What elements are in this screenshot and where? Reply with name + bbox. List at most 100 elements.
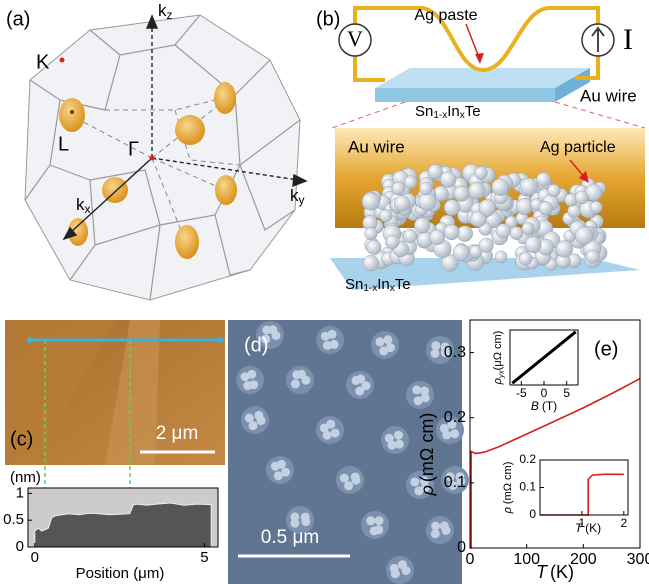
cluster-grain (273, 471, 283, 481)
ag-particle (478, 199, 496, 217)
cluster-grain (412, 385, 422, 395)
plot-area (540, 460, 628, 515)
y-tick-label: 0 (529, 507, 536, 521)
ag-particle (520, 177, 538, 196)
cluster-grain (440, 342, 450, 352)
cluster-grain (243, 381, 253, 391)
cluster-grain (430, 529, 440, 539)
cluster-grain (248, 421, 258, 431)
x-tick-label: 0 (541, 386, 548, 400)
cluster-halo (316, 326, 344, 354)
cluster-grain (414, 486, 424, 496)
ag-particle (589, 200, 603, 214)
instrument-label: V (347, 26, 363, 51)
ag-particle (494, 250, 508, 264)
cluster-grain (350, 472, 360, 482)
line-scan-end (27, 337, 33, 343)
ag-particle (414, 217, 431, 234)
cluster-grain (419, 476, 429, 486)
cluster-grain (355, 386, 365, 396)
plot-frame (27, 487, 219, 548)
ag-particle (574, 226, 594, 245)
cluster-grain (447, 419, 457, 429)
cluster-grain (389, 563, 399, 573)
x-tick-label: -5 (516, 386, 527, 400)
label-part: (K) (585, 521, 601, 535)
data-line (511, 330, 577, 385)
cluster-grain (326, 419, 336, 429)
cluster-grain (439, 521, 449, 531)
ag-particle (379, 209, 393, 223)
label-part: yx (496, 369, 505, 379)
ag-particle (403, 228, 418, 244)
axis-label: kz (158, 1, 173, 22)
y-tick-label: 1 (16, 484, 24, 501)
panel-a: (a) K L Γ kz ky kx (6, 1, 308, 301)
instrument-label: I (623, 23, 633, 56)
clusters (236, 321, 469, 584)
cluster-grain (330, 428, 340, 438)
ag-particle (394, 195, 411, 212)
axis-label: kx (76, 195, 91, 216)
cluster-grain (322, 340, 332, 350)
cluster-grain (448, 481, 458, 491)
sample-top (375, 68, 590, 88)
ag-particle (555, 240, 574, 258)
x-tick-label: 5 (563, 386, 570, 400)
cluster-grain (384, 433, 394, 443)
cluster-grain (247, 369, 257, 379)
cluster-grain (383, 335, 393, 345)
axis-label: ρ (mΩ cm) (417, 413, 437, 497)
axis-label: T (K) (536, 562, 574, 582)
x-tick-label: 5 (200, 549, 208, 566)
pointer-head (475, 53, 484, 64)
label-part: ρ (417, 485, 437, 496)
cluster-grain (431, 521, 441, 531)
label-part: (mΩ cm) (502, 462, 514, 504)
cluster-grain (327, 329, 337, 339)
k-axes (62, 14, 308, 241)
ag-particle (418, 192, 437, 211)
ag-particle (429, 229, 446, 246)
afm-image (228, 320, 462, 584)
ag-particle (491, 178, 510, 196)
cluster-grain (374, 516, 384, 526)
terrace (5, 320, 115, 465)
pointer-head (579, 171, 589, 183)
label-part: (μΩ cm) (492, 331, 504, 371)
x-tick-label: 2 (620, 516, 627, 530)
label-part: ρ (502, 507, 514, 514)
ag-particle (427, 164, 443, 180)
x-tick-label: 100 (513, 551, 540, 568)
cluster-grain (329, 339, 339, 349)
cluster-grain (369, 526, 379, 536)
annotation: Sn1-xInxTe (415, 103, 481, 121)
axis-label: T (K) (575, 521, 601, 535)
annotation: Ag paste (414, 7, 477, 24)
cluster-grain (281, 467, 291, 477)
panel-label: (a) (6, 8, 30, 30)
cluster-grain (420, 393, 430, 403)
zone-outline (24, 14, 301, 301)
panel-label: (d) (244, 334, 268, 356)
axis-label: (nm) (10, 469, 41, 486)
cluster-grain (290, 512, 300, 522)
ag-particle (574, 190, 589, 205)
annotation: Ag particle (540, 139, 616, 156)
ag-particle (366, 239, 382, 255)
gamma-point (149, 155, 155, 161)
ag-particle (524, 236, 542, 254)
axis-label: ky (290, 186, 305, 207)
label-part: (T) (542, 399, 557, 413)
ag-particle (439, 171, 457, 188)
cluster-grain (322, 430, 332, 440)
zoom-line (554, 101, 646, 129)
terrace (105, 320, 160, 465)
cluster-grain (387, 440, 397, 450)
cluster-grain (398, 560, 407, 570)
panel-d: 0.5 μm (d) (228, 320, 469, 584)
ag-particle (441, 254, 459, 272)
cluster-grain (339, 473, 349, 483)
ag-particle (443, 224, 460, 241)
ag-particle (521, 221, 535, 235)
